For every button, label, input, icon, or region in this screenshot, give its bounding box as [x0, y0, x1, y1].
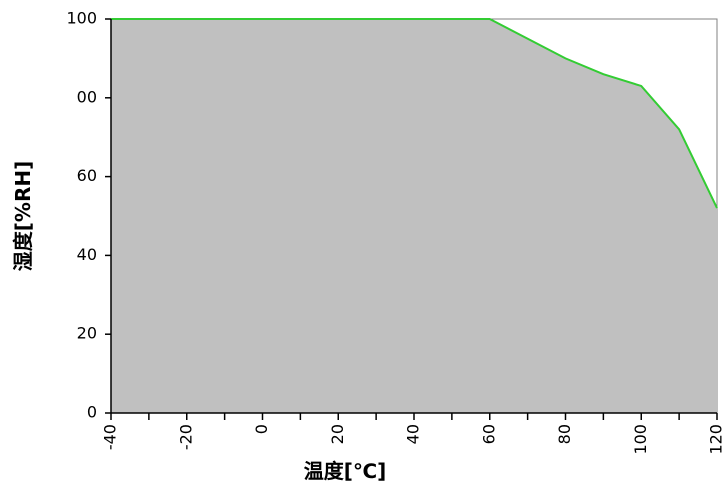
- y-ticks: 0 20 40 60 00 100: [66, 9, 111, 422]
- area-line: [111, 18, 718, 209]
- y-axis-title: 湿度[%RH]: [11, 161, 35, 271]
- x-tick-label: 80: [555, 424, 574, 444]
- y-tick-label: 00: [77, 87, 97, 106]
- x-tick-label: 20: [328, 424, 347, 444]
- y-tick-label: 60: [77, 166, 97, 185]
- x-tick-label: 40: [404, 424, 423, 444]
- area-fill: [111, 19, 717, 413]
- x-tick-label: 100: [631, 424, 650, 455]
- plot-area: [110, 18, 718, 414]
- x-tick-label: 120: [707, 424, 726, 455]
- x-tick-label: -40: [101, 424, 120, 450]
- y-tick-label: 40: [77, 245, 97, 264]
- x-tick-label: 60: [479, 424, 498, 444]
- y-tick-label: 100: [66, 9, 97, 28]
- y-tick-label: 0: [87, 403, 97, 422]
- x-ticks: -40 -20 0 20 40 60 80 100 120: [101, 413, 726, 455]
- x-axis-title: 温度[℃]: [304, 459, 387, 483]
- x-tick-label: 0: [252, 424, 271, 434]
- x-tick-label: -20: [176, 424, 195, 450]
- y-tick-label: 20: [77, 324, 97, 343]
